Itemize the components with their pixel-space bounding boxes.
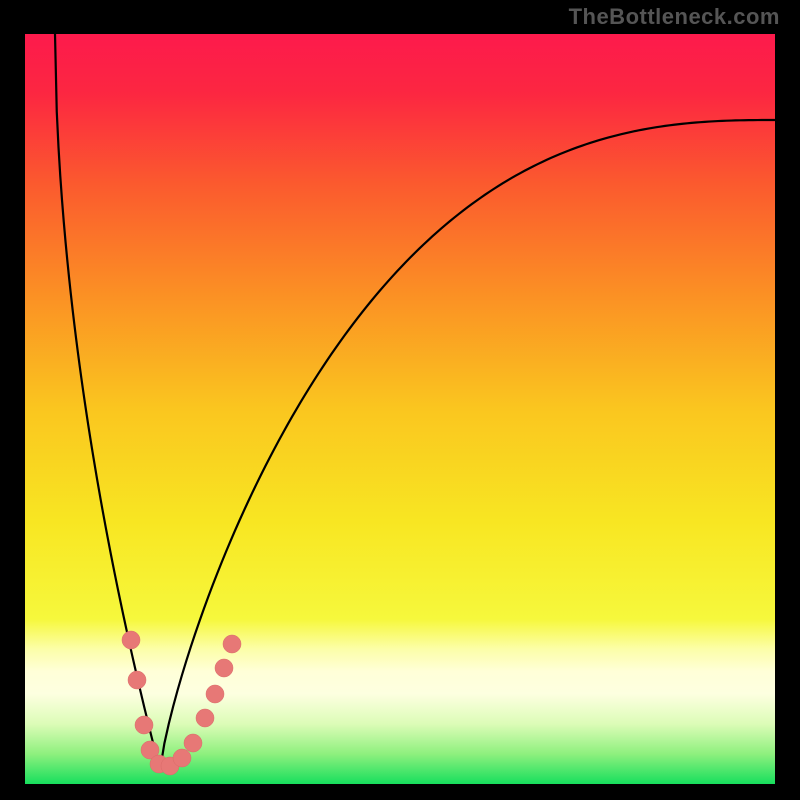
data-marker xyxy=(135,716,153,734)
data-marker xyxy=(196,709,214,727)
data-marker xyxy=(122,631,140,649)
data-marker xyxy=(173,749,191,767)
data-marker xyxy=(215,659,233,677)
data-marker xyxy=(223,635,241,653)
chart-root: TheBottleneck.com xyxy=(0,0,800,800)
data-marker xyxy=(128,671,146,689)
data-marker xyxy=(184,734,202,752)
watermark-label: TheBottleneck.com xyxy=(569,4,780,30)
data-marker xyxy=(206,685,224,703)
chart-canvas xyxy=(0,0,800,800)
